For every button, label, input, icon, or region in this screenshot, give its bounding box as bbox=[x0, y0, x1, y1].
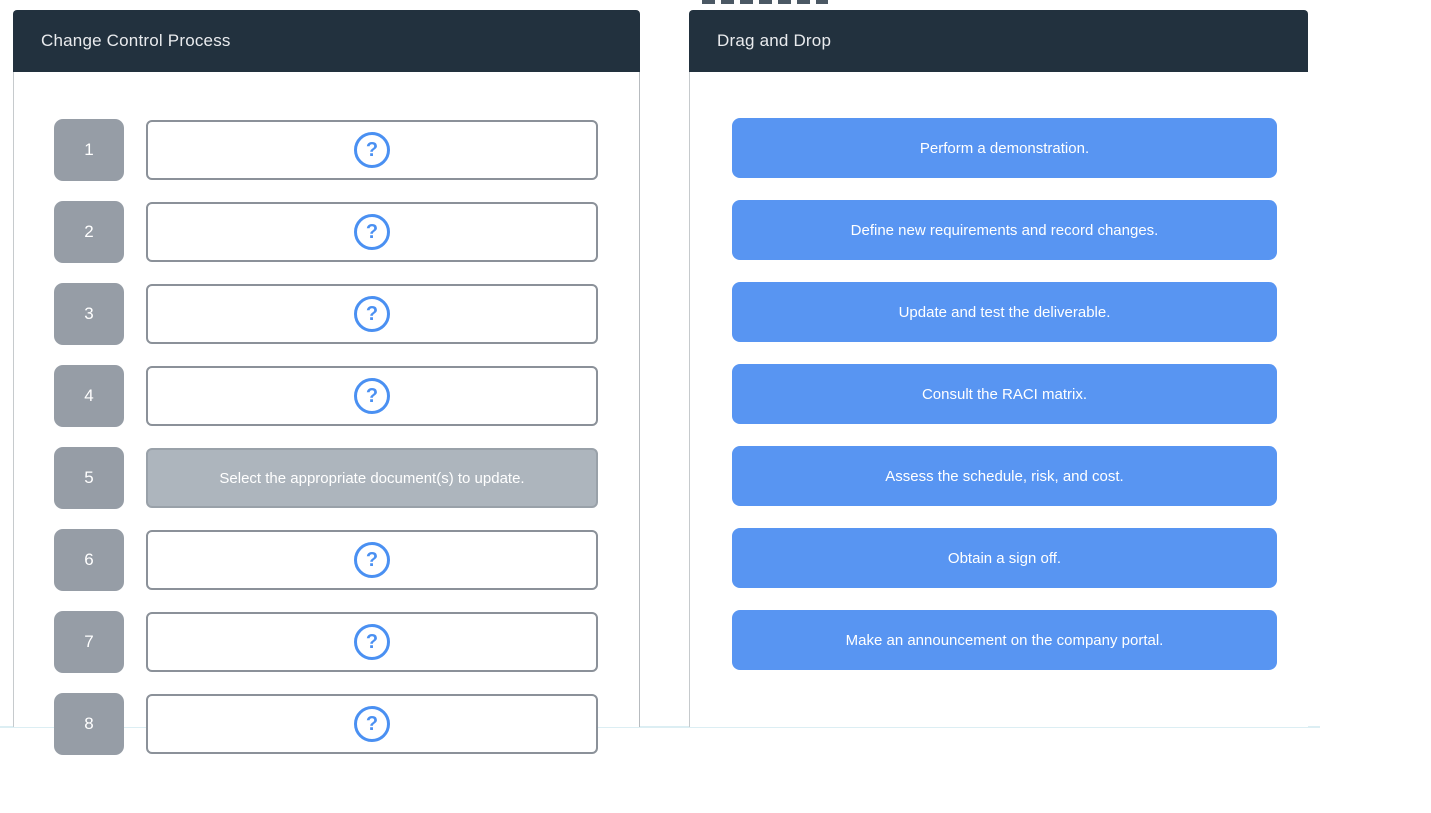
slot-row-6: 6? bbox=[14, 528, 639, 592]
content-bottom-divider bbox=[0, 726, 1320, 728]
drag-item-2[interactable]: Define new requirements and record chang… bbox=[732, 200, 1277, 260]
drag-item-label: Define new requirements and record chang… bbox=[850, 221, 1159, 239]
slot-row-5: 5 Select the appropriate document(s) to u… bbox=[14, 446, 639, 510]
drop-zone-1[interactable]: ? bbox=[146, 120, 598, 180]
left-panel-header: Change Control Process bbox=[13, 10, 640, 72]
slot-number-badge-5: 5 bbox=[54, 447, 124, 509]
drag-and-drop-panel: Drag and Drop Perform a demonstration. De… bbox=[689, 10, 1308, 727]
drop-zone-8[interactable]: ? bbox=[146, 694, 598, 754]
left-panel-title: Change Control Process bbox=[41, 31, 231, 50]
drag-item-label: Make an announcement on the company port… bbox=[845, 631, 1164, 649]
drag-item-3[interactable]: Update and test the deliverable. bbox=[732, 282, 1277, 342]
slot-number-badge-6: 6 bbox=[54, 529, 124, 591]
right-panel-title: Drag and Drop bbox=[717, 31, 832, 50]
drag-items-area: Perform a demonstration. Define new requi… bbox=[689, 72, 1308, 727]
question-mark-icon: ? bbox=[354, 378, 390, 414]
drag-item-label: Update and test the deliverable. bbox=[898, 303, 1111, 321]
slot-row-7: 7? bbox=[14, 610, 639, 674]
slot-row-1: 1? bbox=[14, 118, 639, 182]
slot-number-badge-4: 4 bbox=[54, 365, 124, 427]
drag-item-1[interactable]: Perform a demonstration. bbox=[732, 118, 1277, 178]
drop-zone-3[interactable]: ? bbox=[146, 284, 598, 344]
slot-number-badge-1: 1 bbox=[54, 119, 124, 181]
drag-item-label: Obtain a sign off. bbox=[947, 549, 1062, 567]
drop-zone-4[interactable]: ? bbox=[146, 366, 598, 426]
slot-number-badge-7: 7 bbox=[54, 611, 124, 673]
drag-item-label: Consult the RACI matrix. bbox=[921, 385, 1088, 403]
change-control-process-panel: Change Control Process 1? 2? 3? 4? 5 Select t… bbox=[13, 10, 640, 755]
slot-row-2: 2? bbox=[14, 200, 639, 264]
question-mark-icon: ? bbox=[354, 624, 390, 660]
slot-number-badge-2: 2 bbox=[54, 201, 124, 263]
drag-item-4[interactable]: Consult the RACI matrix. bbox=[732, 364, 1277, 424]
drop-zone-7[interactable]: ? bbox=[146, 612, 598, 672]
slot-row-4: 4? bbox=[14, 364, 639, 428]
slot-number-badge-3: 3 bbox=[54, 283, 124, 345]
drop-zone-2[interactable]: ? bbox=[146, 202, 598, 262]
question-mark-icon: ? bbox=[354, 706, 390, 742]
drag-item-5[interactable]: Assess the schedule, risk, and cost. bbox=[732, 446, 1277, 506]
slot-row-3: 3? bbox=[14, 282, 639, 346]
slot-row-8: 8? bbox=[14, 692, 639, 756]
question-mark-icon: ? bbox=[354, 542, 390, 578]
slot-number-badge-8: 8 bbox=[54, 693, 124, 755]
right-panel-header: Drag and Drop bbox=[689, 10, 1308, 72]
drag-item-label: Assess the schedule, risk, and cost. bbox=[885, 467, 1124, 485]
question-mark-icon: ? bbox=[354, 296, 390, 332]
placed-answer-text: Select the appropriate document(s) to up… bbox=[219, 469, 525, 487]
question-mark-icon: ? bbox=[354, 132, 390, 168]
drop-zone-6[interactable]: ? bbox=[146, 530, 598, 590]
clipped-heading-fragment bbox=[702, 0, 828, 4]
question-mark-icon: ? bbox=[354, 214, 390, 250]
answer-slots-area: 1? 2? 3? 4? 5 Select the appropriate document… bbox=[13, 72, 640, 755]
drop-zone-5[interactable]: Select the appropriate document(s) to up… bbox=[146, 448, 598, 508]
drag-item-7[interactable]: Make an announcement on the company port… bbox=[732, 610, 1277, 670]
drag-item-label: Perform a demonstration. bbox=[919, 139, 1090, 157]
drag-item-6[interactable]: Obtain a sign off. bbox=[732, 528, 1277, 588]
